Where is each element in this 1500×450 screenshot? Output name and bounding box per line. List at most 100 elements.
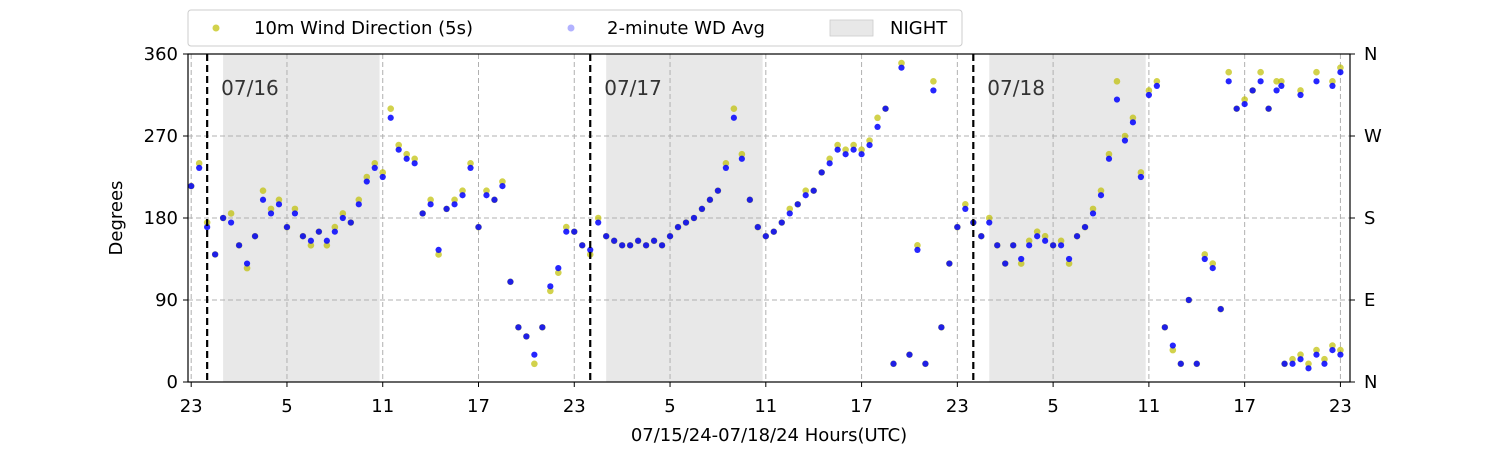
wd-avg-point xyxy=(307,237,315,244)
wind-direction-point xyxy=(1017,260,1025,267)
wind-direction-point xyxy=(427,196,434,204)
wd-avg-point xyxy=(283,224,291,231)
wd-avg-point xyxy=(259,196,267,203)
wd-avg-point xyxy=(1097,192,1105,199)
wd-avg-point xyxy=(1289,360,1296,367)
wd-avg-point xyxy=(619,242,626,249)
wind-direction-point xyxy=(1305,360,1312,368)
wd-avg-point xyxy=(1073,233,1081,240)
wd-avg-point xyxy=(1313,351,1320,358)
wd-avg-point xyxy=(243,260,251,267)
legend-marker-wd-avg xyxy=(567,24,575,32)
wd-avg-point xyxy=(579,242,586,249)
wd-avg-point xyxy=(515,324,522,331)
wd-avg-point xyxy=(1201,255,1208,263)
wd-avg-point xyxy=(491,196,498,203)
wd-avg-point xyxy=(323,237,330,244)
wd-avg-point xyxy=(387,114,394,121)
wd-avg-point xyxy=(204,224,211,231)
wd-avg-point xyxy=(1113,96,1121,103)
wind-direction-point xyxy=(555,269,562,276)
wd-avg-point xyxy=(1321,360,1328,367)
x-axis-label: 07/15/24-07/18/24 Hours(UTC) xyxy=(631,425,907,446)
wind-direction-point xyxy=(1329,78,1336,85)
wind-direction-point xyxy=(1313,346,1320,354)
wd-avg-point xyxy=(235,242,243,249)
wind-direction-point xyxy=(1289,355,1296,363)
wd-avg-point xyxy=(1281,360,1288,367)
x-tick-label: 5 xyxy=(1047,396,1058,417)
wd-avg-point xyxy=(946,260,953,267)
series xyxy=(187,59,1344,372)
wind-direction-point xyxy=(451,196,458,204)
wd-avg-point xyxy=(714,187,722,194)
y2-tick-label: E xyxy=(1364,290,1375,311)
wind-direction-point xyxy=(467,160,474,167)
wind-direction-point xyxy=(1169,346,1177,354)
wd-avg-point xyxy=(635,237,642,244)
wind-direction-point xyxy=(1225,68,1232,76)
wind-direction-point xyxy=(291,205,299,213)
y-tick-label: 180 xyxy=(144,208,178,229)
wd-avg-point xyxy=(682,219,690,226)
wd-avg-point xyxy=(355,201,362,208)
wind-direction-point xyxy=(323,242,331,249)
wind-direction-point xyxy=(243,264,251,272)
wd-avg-point xyxy=(954,224,961,231)
wind-direction-point xyxy=(1057,237,1065,245)
wd-avg-point xyxy=(1241,101,1248,108)
wd-avg-point xyxy=(722,164,730,171)
wd-avg-point xyxy=(1337,351,1344,358)
wd-avg-point xyxy=(475,224,482,231)
wd-avg-point xyxy=(627,242,634,249)
wd-avg-point xyxy=(379,173,386,181)
wd-avg-point xyxy=(363,178,370,185)
wd-avg-point xyxy=(531,351,538,358)
x-tick-label: 17 xyxy=(850,396,873,417)
wind-direction-point xyxy=(267,205,275,213)
wd-avg-point xyxy=(395,146,402,153)
wd-avg-point xyxy=(411,160,418,167)
wd-avg-point xyxy=(842,151,849,158)
wd-avg-point xyxy=(499,183,506,190)
y2-tick-label: N xyxy=(1364,44,1377,65)
wd-avg-point xyxy=(555,265,562,272)
wd-avg-point xyxy=(459,192,466,199)
wd-avg-point xyxy=(1137,173,1145,181)
y-tick-label: 0 xyxy=(167,372,178,393)
wd-avg-point xyxy=(826,160,833,167)
wd-avg-point xyxy=(1225,78,1232,85)
wd-avg-point xyxy=(299,233,307,240)
wd-avg-point xyxy=(196,164,203,171)
wd-avg-point xyxy=(443,205,450,212)
wd-avg-point xyxy=(906,351,913,358)
wd-avg-point xyxy=(794,201,801,208)
wd-avg-point xyxy=(978,233,985,240)
wd-avg-point xyxy=(1257,78,1264,85)
wd-avg-point xyxy=(419,210,426,217)
wind-direction-point xyxy=(858,146,865,153)
wind-direction-point xyxy=(1241,96,1248,103)
wd-avg-point xyxy=(1217,306,1224,313)
wd-avg-point xyxy=(347,219,354,226)
wind-direction-point xyxy=(275,196,283,204)
wd-avg-point xyxy=(1065,255,1073,263)
wind-direction-point xyxy=(1033,228,1041,235)
wd-avg-point xyxy=(611,237,618,244)
day-marker-label: 07/16 xyxy=(221,76,279,100)
wd-avg-point xyxy=(539,324,546,331)
legend-label-wind-direction: 10m Wind Direction (5s) xyxy=(254,18,473,39)
wind-direction-point xyxy=(802,187,810,194)
wd-avg-point xyxy=(451,201,458,208)
y-axis-ticks: 0 90 180 270 360 xyxy=(144,44,188,393)
y2-axis-ticks: N E S W N xyxy=(1350,44,1382,393)
wind-direction-point xyxy=(834,141,841,149)
wd-avg-point xyxy=(1161,324,1168,331)
wd-avg-point xyxy=(331,228,338,235)
wd-avg-point xyxy=(698,205,706,212)
wd-avg-point xyxy=(1169,342,1176,349)
wind-direction-point xyxy=(1337,346,1344,354)
x-tick-label: 5 xyxy=(664,396,675,417)
wd-avg-point xyxy=(339,214,346,222)
